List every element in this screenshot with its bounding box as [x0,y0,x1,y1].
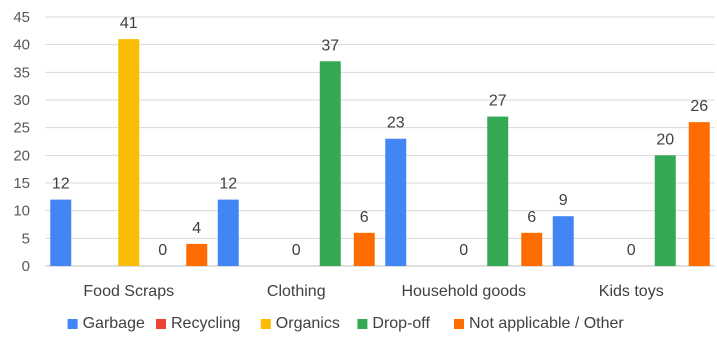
legend-swatch [454,319,464,329]
gridlines [45,16,715,267]
data-label: 4 [192,220,201,237]
data-label: 27 [489,93,507,110]
data-label: 6 [527,209,536,226]
legend-swatch [67,319,78,329]
data-label: 23 [387,115,405,132]
bar-drop-off-2 [487,116,509,266]
bar-not-applicable-other-2 [521,232,543,266]
legend-item-recycling: Recycling [156,315,240,332]
y-axis-ticks: 0 5 10 15 20 25 30 35 40 45 [13,9,30,275]
legend-item-organics: Organics [260,315,340,332]
bar-garbage-1 [217,199,239,266]
bar-garbage-3 [552,216,574,266]
category-label: Clothing [267,283,326,300]
bar-not-applicable-other-1 [353,232,375,266]
data-label: 12 [219,176,237,193]
legend-swatch [357,319,368,329]
legend-label: Garbage [83,315,145,332]
bar-drop-off-1 [319,61,341,267]
data-label: 0 [627,242,636,259]
data-label: 37 [321,37,339,54]
bar-drop-off-3 [654,155,676,266]
y-tick-label: 15 [13,175,30,192]
data-label: 12 [52,176,70,193]
y-tick-label: 5 [22,230,30,247]
y-tick-label: 0 [22,258,30,275]
data-label: 20 [656,131,674,148]
bar-not-applicable-other-3 [688,122,710,266]
data-label: 0 [158,242,167,259]
data-label: 26 [690,98,708,115]
data-label: 9 [559,192,568,209]
y-tick-label: 30 [13,92,30,109]
data-label: 0 [459,242,468,259]
data-label: 6 [360,209,369,226]
legend-item-not-applicable-other: Not applicable / Other [454,315,624,332]
bar-organics-0 [118,39,140,267]
data-label: 0 [292,242,301,259]
y-tick-label: 40 [13,37,30,54]
legend-swatch [156,319,166,329]
y-tick-label: 20 [13,147,30,164]
bars [50,39,710,267]
x-axis-categories: Food Scraps Clothing Household goods Kids t… [83,283,663,300]
legend-item-drop-off: Drop-off [357,315,430,332]
category-label: Kids toys [599,283,664,300]
y-tick-label: 25 [13,120,30,137]
bar-not-applicable-other-0 [186,243,208,266]
legend-label: Not applicable / Other [469,315,624,332]
category-label: Food Scraps [83,283,174,300]
bar-garbage-0 [50,199,72,266]
y-tick-label: 45 [13,9,30,26]
data-label: 41 [120,15,138,32]
y-tick-label: 35 [13,64,30,81]
y-tick-label: 10 [13,203,30,220]
legend-item-garbage: Garbage [67,315,145,332]
legend-label: Drop-off [372,315,430,332]
legend-label: Organics [276,315,340,332]
category-label: Household goods [401,283,526,300]
bar-garbage-2 [385,138,407,266]
legend: Garbage Recycling Organics Drop-off Not appl… [67,315,624,332]
legend-label: Recycling [171,315,240,332]
data-labels: 12 41 0 4 12 0 37 6 23 0 27 6 9 0 20 26 [52,15,708,259]
legend-swatch [260,319,271,329]
